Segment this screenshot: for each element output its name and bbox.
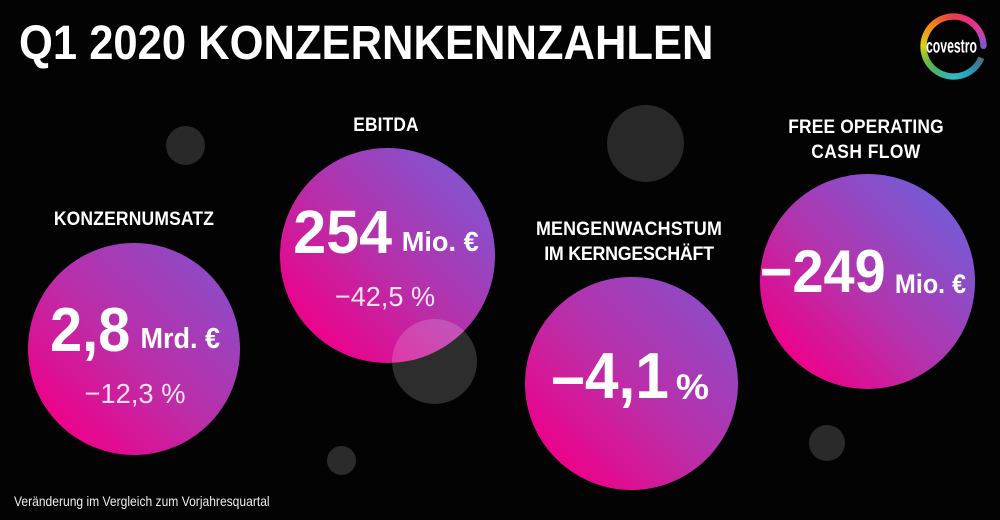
svg-text:covestro: covestro [926, 36, 977, 58]
